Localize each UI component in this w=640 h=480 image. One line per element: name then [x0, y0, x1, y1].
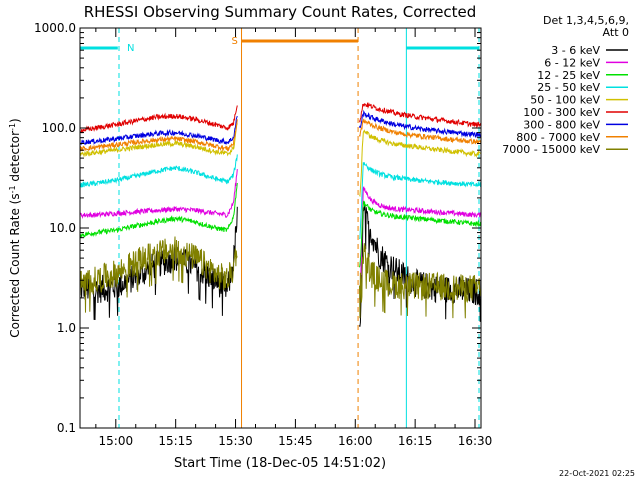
chart-title: RHESSI Observing Summary Count Rates, Co… — [84, 3, 477, 21]
legend-entry-label: 25 - 50 keV — [537, 81, 600, 94]
legend-header-line: Att 0 — [603, 26, 629, 39]
series-line — [359, 102, 481, 129]
mode-bar-label: S — [232, 36, 238, 47]
series-line — [359, 109, 481, 138]
legend-entry-label: 100 - 300 keV — [523, 106, 600, 119]
y-tick-label: 1.0 — [57, 321, 76, 335]
x-tick-label: 15:15 — [158, 434, 193, 448]
y-tick-label: 1000.0 — [34, 21, 76, 35]
y-tick-label: 100.0 — [42, 121, 76, 135]
legend-entry-label: 7000 - 15000 keV — [502, 143, 600, 156]
legend-header-line: Det 1,3,4,5,6,9, — [543, 14, 629, 27]
series-line — [80, 115, 238, 146]
series-line — [359, 243, 481, 319]
x-tick-label: 16:15 — [398, 434, 433, 448]
legend-entry-label: 800 - 7000 keV — [516, 131, 600, 144]
series-line — [80, 169, 238, 219]
series-line — [359, 186, 481, 300]
legend-entry-label: 300 - 800 keV — [523, 118, 600, 131]
series-line — [80, 182, 238, 238]
series-line — [80, 119, 238, 152]
axes-layer: 0.1 1.0 10.0 100.0 1000.0 15:00 15:15 15:30 15:4… — [34, 21, 492, 448]
legend-entry-label: 6 - 12 keV — [544, 56, 600, 69]
y-tick-label: 0.1 — [57, 421, 76, 435]
y-tick-label: 10.0 — [49, 221, 76, 235]
series-line — [80, 154, 238, 188]
series-line — [359, 200, 481, 268]
series-line — [359, 118, 481, 145]
legend-entry-label: 50 - 100 keV — [530, 94, 600, 107]
series-line — [80, 105, 238, 134]
y-axis-label: Corrected Count Rate (s-1 detector-1) — [8, 118, 23, 337]
x-tick-label: 16:00 — [338, 434, 373, 448]
series-layer — [80, 102, 481, 327]
x-tick-label: 16:30 — [458, 434, 493, 448]
x-axis-label: Start Time (18-Dec-05 14:51:02) — [174, 456, 386, 471]
x-tick-label: 15:00 — [99, 434, 134, 448]
series-line — [80, 236, 238, 313]
timestamp: 22-Oct-2021 02:25 — [559, 469, 635, 478]
plot-area: S N 0.1 1.0 10.0 100.0 1000.0 15:00 15:15 15:30 1… — [34, 21, 492, 448]
mode-marker-label: N — [127, 43, 134, 54]
series-line — [359, 162, 481, 240]
x-tick-label: 15:45 — [278, 434, 313, 448]
series-line — [359, 129, 481, 198]
legend-entry-label: 3 - 6 keV — [551, 44, 600, 57]
x-tick-label: 15:30 — [218, 434, 253, 448]
series-line — [80, 123, 238, 158]
legend-entry-label: 12 - 25 keV — [537, 69, 600, 82]
